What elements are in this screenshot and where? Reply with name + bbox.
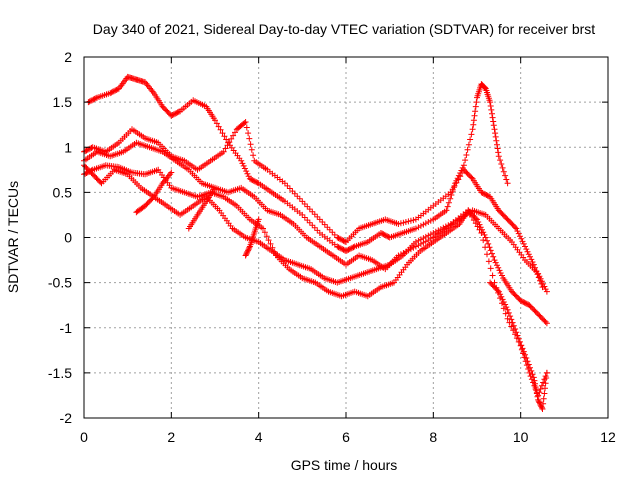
x-tick-labels: 0 2 4 6 8 10 12 [80, 429, 616, 445]
series-track-7 [185, 184, 218, 232]
y-tick-label: -2 [60, 410, 73, 426]
x-tick-label: 8 [429, 429, 437, 445]
x-tick-label: 4 [255, 429, 263, 445]
point-markers [487, 279, 550, 412]
y-tick-label: -1.5 [48, 365, 72, 381]
x-tick-label: 12 [600, 429, 616, 445]
point-markers [133, 169, 175, 216]
series-track-6 [133, 169, 175, 216]
series-track-8 [242, 216, 262, 259]
chart-title: Day 340 of 2021, Sidereal Day-to-day VTE… [93, 21, 595, 37]
axis-ticks [83, 56, 609, 419]
y-axis-label: SDTVAR / TECUs [5, 181, 21, 293]
grid-lines [84, 57, 608, 418]
y-tick-labels: -2 -1.5 -1 -0.5 0 0.5 1 1.5 2 [48, 49, 72, 426]
y-tick-label: 0.5 [53, 184, 73, 200]
y-tick-label: 2 [64, 49, 72, 65]
series-track-9 [487, 279, 550, 412]
x-tick-label: 6 [342, 429, 350, 445]
y-tick-label: 1 [64, 139, 72, 155]
x-tick-label: 10 [513, 429, 529, 445]
y-tick-label: -1 [60, 320, 73, 336]
y-tick-label: 0 [64, 230, 72, 246]
x-tick-label: 0 [80, 429, 88, 445]
y-tick-label: -0.5 [48, 275, 72, 291]
y-tick-label: 1.5 [53, 94, 73, 110]
x-tick-label: 2 [167, 429, 175, 445]
x-axis-label: GPS time / hours [291, 457, 398, 473]
point-markers [242, 216, 262, 259]
point-markers [185, 184, 218, 232]
